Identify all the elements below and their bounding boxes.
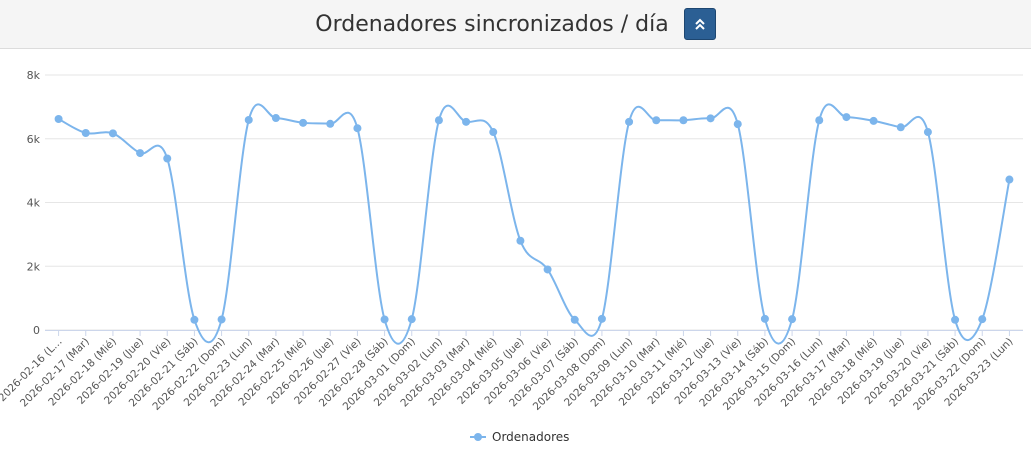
data-point[interactable]: [570, 315, 579, 324]
data-point[interactable]: [978, 315, 987, 324]
data-point[interactable]: [788, 315, 797, 324]
data-point[interactable]: [244, 115, 253, 124]
data-point[interactable]: [190, 315, 199, 324]
data-point[interactable]: [896, 123, 905, 132]
series-line: [58, 103, 1011, 345]
collapse-button[interactable]: [683, 8, 716, 40]
data-point[interactable]: [217, 315, 226, 324]
data-point[interactable]: [951, 315, 960, 324]
data-point[interactable]: [271, 114, 280, 123]
y-tick-label: 0: [33, 324, 40, 337]
data-point[interactable]: [1005, 175, 1014, 184]
data-point[interactable]: [842, 113, 851, 122]
chart-header: Ordenadores sincronizados / día: [0, 0, 1031, 49]
data-point[interactable]: [54, 114, 63, 123]
data-point[interactable]: [679, 116, 688, 125]
chart-title: Ordenadores sincronizados / día: [315, 11, 669, 37]
data-point[interactable]: [434, 116, 443, 125]
data-point[interactable]: [923, 128, 932, 137]
y-tick-label: 8k: [27, 69, 41, 82]
data-point[interactable]: [407, 315, 416, 324]
data-point[interactable]: [625, 117, 634, 126]
legend-label: Ordenadores: [492, 430, 569, 444]
line-chart: 0 2k 4k 6k 8k 2026-02-16 (L…2026-02-17 (Mar)…: [0, 69, 1023, 444]
x-axis: 2026-02-16 (L…2026-02-17 (Mar)2026-02-18…: [0, 330, 1023, 413]
data-point[interactable]: [380, 315, 389, 324]
y-tick-label: 4k: [27, 197, 41, 210]
chevrons-up-icon: [695, 18, 705, 30]
data-point[interactable]: [326, 119, 335, 128]
data-point[interactable]: [706, 114, 715, 123]
data-point[interactable]: [136, 149, 145, 158]
data-point[interactable]: [815, 116, 824, 125]
data-point[interactable]: [733, 120, 742, 129]
data-point[interactable]: [869, 116, 878, 125]
data-point[interactable]: [163, 154, 172, 163]
data-point[interactable]: [597, 314, 606, 323]
data-point[interactable]: [652, 116, 661, 125]
chart-title-row: Ordenadores sincronizados / día: [0, 8, 1031, 40]
grid-lines: [45, 74, 1023, 331]
data-point[interactable]: [516, 236, 525, 245]
y-tick-label: 2k: [27, 260, 41, 273]
legend-marker: [474, 433, 482, 441]
data-point[interactable]: [353, 124, 362, 133]
data-point[interactable]: [81, 129, 90, 138]
data-point[interactable]: [299, 118, 308, 127]
data-point[interactable]: [543, 265, 552, 274]
data-point[interactable]: [462, 117, 471, 126]
legend[interactable]: Ordenadores: [470, 430, 569, 444]
data-point[interactable]: [489, 128, 498, 137]
series-ordenadores: [54, 103, 1014, 345]
y-axis: 0 2k 4k 6k 8k: [27, 69, 41, 337]
y-tick-label: 6k: [27, 133, 41, 146]
data-point[interactable]: [760, 314, 769, 323]
data-point[interactable]: [108, 129, 117, 138]
